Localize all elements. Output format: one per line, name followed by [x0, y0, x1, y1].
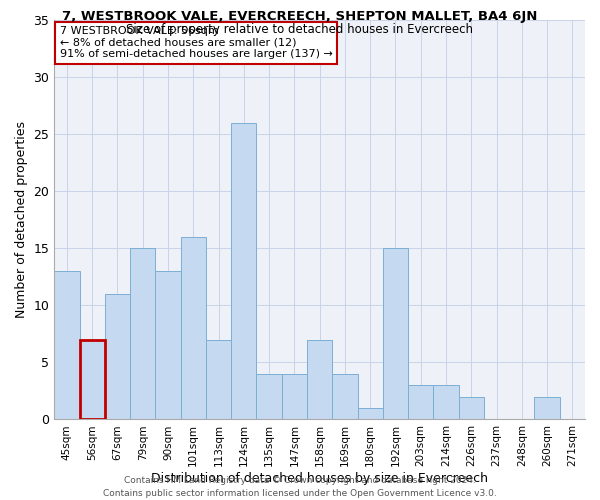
Bar — [105, 294, 130, 420]
Bar — [408, 385, 433, 420]
Y-axis label: Number of detached properties: Number of detached properties — [15, 121, 28, 318]
Bar — [433, 385, 458, 420]
Text: Contains HM Land Registry data © Crown copyright and database right 2024.
Contai: Contains HM Land Registry data © Crown c… — [103, 476, 497, 498]
Bar — [206, 340, 231, 419]
Bar — [181, 237, 206, 420]
Text: Size of property relative to detached houses in Evercreech: Size of property relative to detached ho… — [127, 22, 473, 36]
Bar — [155, 271, 181, 420]
Bar — [54, 271, 80, 420]
Bar — [307, 340, 332, 419]
Bar — [282, 374, 307, 420]
Bar — [130, 248, 155, 420]
Bar — [231, 122, 256, 420]
X-axis label: Distribution of detached houses by size in Evercreech: Distribution of detached houses by size … — [151, 472, 488, 485]
Bar — [256, 374, 282, 420]
Bar — [80, 340, 105, 419]
Bar — [535, 396, 560, 419]
Bar — [332, 374, 358, 420]
Bar — [383, 248, 408, 420]
Bar — [458, 396, 484, 419]
Bar — [358, 408, 383, 420]
Text: 7 WESTBROOK VALE: 56sqm
← 8% of detached houses are smaller (12)
91% of semi-det: 7 WESTBROOK VALE: 56sqm ← 8% of detached… — [59, 26, 332, 59]
Text: 7, WESTBROOK VALE, EVERCREECH, SHEPTON MALLET, BA4 6JN: 7, WESTBROOK VALE, EVERCREECH, SHEPTON M… — [62, 10, 538, 23]
